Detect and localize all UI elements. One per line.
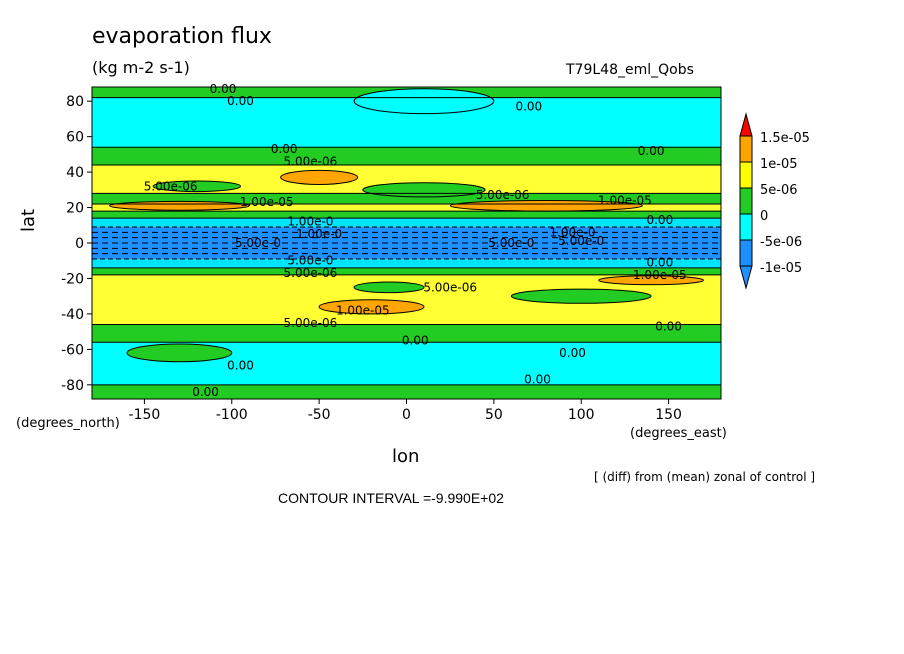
contour-label-28: 0.00 <box>524 373 551 387</box>
band-9 <box>92 258 721 268</box>
contour-label-0: 0.00 <box>210 82 237 96</box>
x-tick-label-5: 100 <box>568 407 595 423</box>
colorbar-segment-4 <box>739 239 753 267</box>
contour-label-4: 0.00 <box>638 144 665 158</box>
x-tick-label-4: 50 <box>485 407 503 423</box>
blob-5 <box>362 182 486 198</box>
contour-label-25: 0.00 <box>402 334 429 348</box>
colorbar-segment-1 <box>739 161 753 189</box>
x-tick-label-6: 150 <box>655 407 682 423</box>
y-axis-label: lat <box>18 208 39 232</box>
colorbar-label-2: 5e-06 <box>760 183 798 198</box>
y-tick-label-1: -60 <box>61 342 84 358</box>
contour-label-21: 5.00e-06 <box>423 280 477 294</box>
x-tick-label-2: -50 <box>308 407 331 423</box>
y-tick-label-0: -80 <box>61 378 84 394</box>
contour-label-11: 1.00e-0 <box>296 227 342 241</box>
contour-label-2: 0.00 <box>515 100 542 114</box>
colorbar-segment-2 <box>739 187 753 215</box>
colorbar-label-3: 0 <box>760 209 768 224</box>
contour-label-26: 0.00 <box>559 346 586 360</box>
contour-label-9: 1.00e-05 <box>598 193 652 207</box>
colorbar-label-1: 1e-05 <box>760 157 798 172</box>
y-tick-label-7: 60 <box>66 130 84 146</box>
colorbar-segment-0 <box>739 135 753 163</box>
contour-label-5: 5.00e-06 <box>284 154 338 168</box>
contour-label-1: 0.00 <box>227 94 254 108</box>
units-label: (kg m-2 s-1) <box>92 58 190 77</box>
contour-label-20: 0.00 <box>646 256 673 270</box>
contour-label-24: 0.00 <box>655 319 682 333</box>
y-tick-label-5: 20 <box>66 201 84 217</box>
colorbar-segment-3 <box>739 213 753 241</box>
contour-label-12: 5.00e-0 <box>235 236 281 250</box>
band-2 <box>92 147 721 165</box>
y-unit-label: (degrees_north) <box>16 416 120 431</box>
contour-label-23: 5.00e-06 <box>284 316 338 330</box>
contour-label-3: 0.00 <box>271 142 298 156</box>
contour-label-18: 5.00e-06 <box>284 266 338 280</box>
contour-label-6: 5.00e-06 <box>144 179 198 193</box>
contour-label-14: 5.00e-0 <box>558 234 604 248</box>
blob-10 <box>353 88 495 115</box>
blob-6 <box>152 180 242 193</box>
run-id-label: T79L48_eml_Qobs <box>566 62 694 78</box>
contour-label-17: 5.00e-0 <box>287 254 333 268</box>
blob-7 <box>353 281 425 294</box>
x-tick-label-3: 0 <box>402 407 411 423</box>
contour-label-15: 1.00e-0 <box>549 225 595 239</box>
contour-label-27: 0.00 <box>227 358 254 372</box>
contour-label-13: 5.00e-0 <box>488 236 534 250</box>
band-5 <box>92 204 721 212</box>
band-12 <box>92 324 721 343</box>
x-axis-label: lon <box>392 446 420 467</box>
y-tick-label-6: 40 <box>66 165 84 181</box>
contour-label-10: 1.00e-0 <box>287 215 333 229</box>
x-tick-label-1: -100 <box>216 407 248 423</box>
x-unit-label: (degrees_east) <box>630 426 727 441</box>
colorbar-label-4: -5e-06 <box>760 235 802 250</box>
contour-label-8: 1.00e-05 <box>240 195 294 209</box>
band-6 <box>92 211 721 219</box>
x-tick-label-0: -150 <box>129 407 161 423</box>
blob-8 <box>510 288 652 304</box>
contour-label-7: 5.00e-06 <box>476 188 530 202</box>
colorbar-top-arrow <box>739 112 753 137</box>
colorbar-bottom-arrow <box>739 265 753 290</box>
chart-title: evaporation flux <box>92 24 272 49</box>
y-tick-label-3: -20 <box>61 271 84 287</box>
contour-label-19: 1.00e-05 <box>633 268 687 282</box>
band-4 <box>92 193 721 204</box>
colorbar-label-0: 1.5e-05 <box>760 131 810 146</box>
blob-4 <box>598 275 705 286</box>
band-7 <box>92 218 721 228</box>
colorbar-label-5: -1e-05 <box>760 261 802 276</box>
contour-label-16: 0.00 <box>646 213 673 227</box>
band-10 <box>92 267 721 275</box>
blob-9 <box>126 343 233 363</box>
blob-2 <box>108 200 250 211</box>
diff-note: [ (diff) from (mean) zonal of control ] <box>594 470 816 484</box>
contour-label-29: 0.00 <box>192 385 219 399</box>
y-tick-label-8: 80 <box>66 94 84 110</box>
blob-0 <box>280 169 359 185</box>
contour-interval: CONTOUR INTERVAL =-9.990E+02 <box>278 490 504 506</box>
blob-3 <box>318 299 425 315</box>
contour-label-22: 1.00e-05 <box>336 303 390 317</box>
band-14 <box>92 384 721 399</box>
y-tick-label-2: -40 <box>61 307 84 323</box>
y-tick-label-4: 0 <box>75 236 84 252</box>
